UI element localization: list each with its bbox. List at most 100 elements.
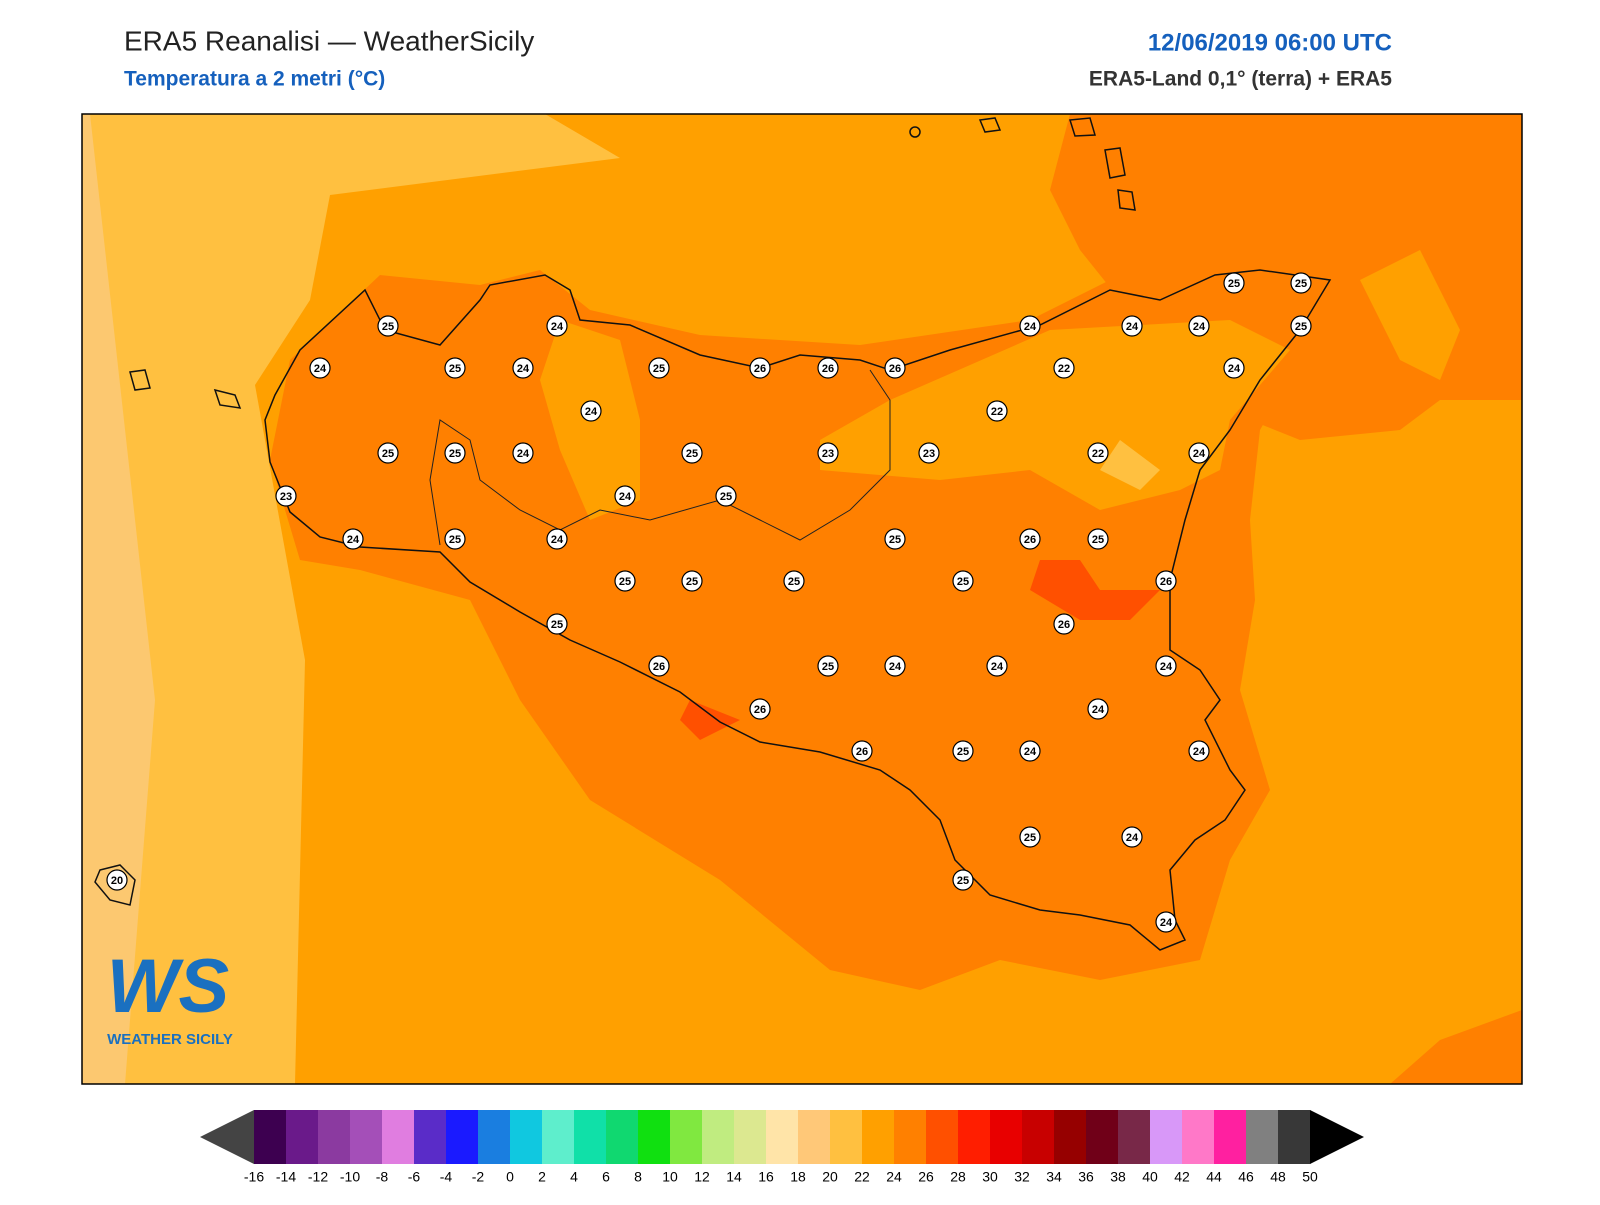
- colorbar-tick-label: 50: [1302, 1169, 1318, 1185]
- station-marker: [1019, 315, 1041, 337]
- colorbar-bin: [830, 1110, 863, 1164]
- station-value: 26: [1160, 576, 1172, 588]
- colorbar-tick-label: 26: [918, 1169, 934, 1185]
- station-value: 23: [280, 491, 292, 503]
- colorbar-tick-label: 12: [694, 1169, 710, 1185]
- colorbar-tick-label: -12: [308, 1169, 328, 1185]
- colorbar-bin: [1086, 1110, 1119, 1164]
- station-value: 22: [1058, 363, 1070, 375]
- station-value: 24: [1024, 746, 1037, 758]
- colorbar-bin: [734, 1110, 767, 1164]
- colorbar-tick-label: 42: [1174, 1169, 1190, 1185]
- station-marker: [377, 442, 399, 464]
- station-marker: [309, 357, 331, 379]
- colorbar-tick-label: 36: [1078, 1169, 1094, 1185]
- station-marker: [614, 570, 636, 592]
- station-value: 22: [1092, 448, 1104, 460]
- station-value: 25: [686, 576, 698, 588]
- station-value: 24: [551, 321, 564, 333]
- station-marker: [1223, 357, 1245, 379]
- station-marker: [512, 357, 534, 379]
- colorbar-bin: [382, 1110, 415, 1164]
- station-value: 20: [111, 875, 123, 887]
- station-marker: [884, 655, 906, 677]
- cool-field: [1100, 440, 1160, 490]
- cooler-field: [82, 114, 155, 1084]
- colorbar-bin: [1278, 1110, 1311, 1164]
- colorbar-bin: [1182, 1110, 1215, 1164]
- colorbar-bin: [766, 1110, 799, 1164]
- colorbar-bin: [318, 1110, 351, 1164]
- colorbar-tick-label: 18: [790, 1169, 806, 1185]
- stations: 25 25 25 24 24 24 24 25 24 25 24 25 26 26 26 22 24 24 22 25…: [106, 272, 1312, 933]
- colorbar-bin: [1054, 1110, 1087, 1164]
- logo-name: WEATHER SICILY: [107, 1031, 233, 1048]
- mild-field: [820, 320, 1290, 510]
- station-marker: [918, 442, 940, 464]
- colorbar-tick-label: 24: [886, 1169, 902, 1185]
- station-marker: [614, 485, 636, 507]
- station-value: 24: [1092, 704, 1105, 716]
- station-value: 25: [551, 619, 563, 631]
- station-marker: [1188, 740, 1210, 762]
- station-value: 25: [382, 321, 394, 333]
- colorbar-tick-label: -14: [276, 1169, 296, 1185]
- station-marker: [817, 442, 839, 464]
- colorbar-tick-label: -8: [376, 1169, 389, 1185]
- station-marker: [546, 528, 568, 550]
- island: [94, 117, 1136, 906]
- station-marker: [986, 400, 1008, 422]
- map-frame: [81, 113, 1523, 1085]
- colorbar-tick-label: -2: [472, 1169, 485, 1185]
- station-value: 24: [551, 534, 564, 546]
- station-marker: [1087, 442, 1109, 464]
- station-value: 24: [1160, 917, 1173, 929]
- colorbar-tick-label: -16: [244, 1169, 264, 1185]
- subtitle: Temperatura a 2 metri (°C): [124, 68, 385, 91]
- station-marker: [444, 442, 466, 464]
- station-marker: [1155, 570, 1177, 592]
- station-value: 24: [585, 406, 598, 418]
- station-value: 25: [449, 448, 461, 460]
- colorbar-tick-label: 20: [822, 1169, 838, 1185]
- station-value: 24: [517, 363, 530, 375]
- station-value: 24: [517, 448, 530, 460]
- station-value: 24: [1193, 321, 1206, 333]
- colorbar-tick-label: 14: [726, 1169, 742, 1185]
- colorbar-bin: [606, 1110, 639, 1164]
- station-marker: [546, 315, 568, 337]
- colorbar-bin: [702, 1110, 735, 1164]
- colorbar-bin: [798, 1110, 831, 1164]
- cool-field: [82, 114, 620, 1084]
- colorbar-tick-label: 28: [950, 1169, 966, 1185]
- station-value: 25: [382, 448, 394, 460]
- station-marker: [681, 570, 703, 592]
- station-marker: [1087, 698, 1109, 720]
- station-value: 24: [1228, 363, 1241, 375]
- station-marker: [1019, 528, 1041, 550]
- station-value: 25: [889, 534, 901, 546]
- station-marker: [377, 315, 399, 337]
- map: 25 25 25 24 24 24 24 25 24 25 24 25 26 26 26 22 24 24 22 25…: [82, 114, 1522, 1084]
- station-marker: [1019, 826, 1041, 848]
- station-value: 26: [754, 704, 766, 716]
- station-marker: [749, 357, 771, 379]
- station-value: 24: [1193, 448, 1206, 460]
- colorbar-bin: [1118, 1110, 1151, 1164]
- colorbar-bin: [350, 1110, 383, 1164]
- station-marker: [1188, 315, 1210, 337]
- station-marker: [1019, 740, 1041, 762]
- datetime: 12/06/2019 06:00 UTC: [1148, 29, 1392, 56]
- station-value: 24: [1126, 832, 1139, 844]
- station-value: 24: [1024, 321, 1037, 333]
- station-value: 25: [449, 363, 461, 375]
- station-value: 25: [957, 875, 969, 887]
- colorbar-tick-label: 10: [662, 1169, 678, 1185]
- source: ERA5-Land 0,1° (terra) + ERA5: [1089, 68, 1392, 91]
- station-marker: [275, 485, 297, 507]
- colorbar-tick-label: -10: [340, 1169, 360, 1185]
- station-value: 26: [889, 363, 901, 375]
- station-value: 26: [754, 363, 766, 375]
- coastline: [264, 269, 1332, 951]
- colorbar-bin: [574, 1110, 607, 1164]
